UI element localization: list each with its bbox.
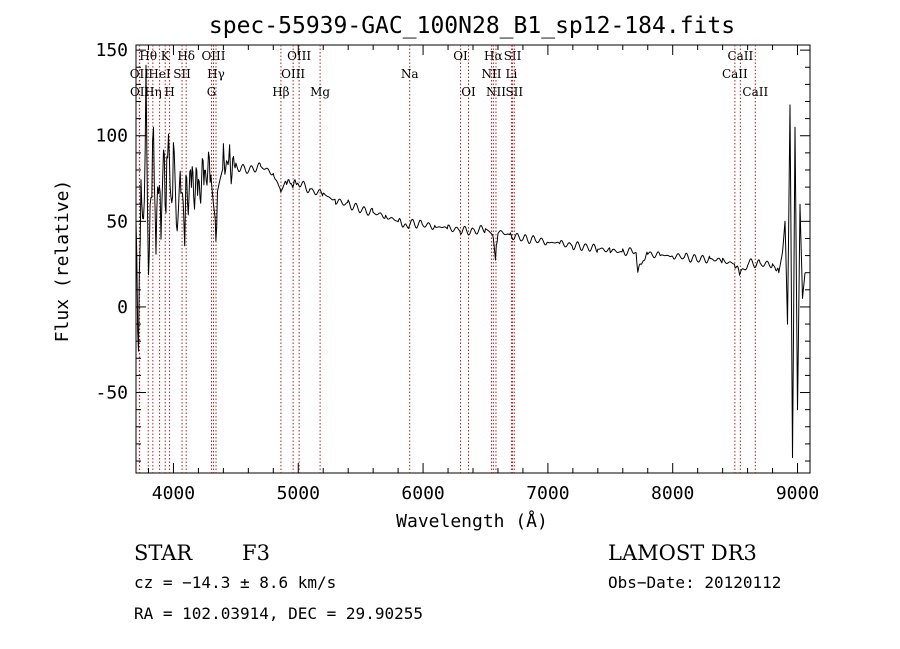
x-tick-label: 5000 (277, 483, 320, 504)
survey-name: LAMOST DR3 (608, 541, 757, 565)
spectral-line-label: Li (506, 67, 518, 81)
y-axis-label: Flux (relative) (52, 180, 73, 343)
spectral-line-label: NII (486, 85, 506, 99)
spectral-line-label: OIII (287, 49, 311, 63)
spectral-line-label: OIII (201, 49, 225, 63)
spectral-line-label: SII (173, 67, 191, 81)
spectral-line-label: OII (130, 85, 150, 99)
spectral-line-label: K (161, 49, 171, 63)
y-tick-label: 100 (95, 126, 128, 147)
spectral-line-label: Hδ (177, 49, 195, 63)
x-tick-label: 4000 (152, 483, 195, 504)
spectral-line-label: SII (504, 49, 522, 63)
spectral-line-label: G (207, 85, 217, 99)
y-tick-label: 0 (117, 297, 128, 318)
x-tick-label: 8000 (651, 483, 694, 504)
spectral-line-label: OI (453, 49, 468, 63)
x-tick-label: 6000 (401, 483, 444, 504)
spectral-line-label: CaII (742, 85, 768, 99)
x-tick-label: 9000 (776, 483, 819, 504)
object-subclass: F3 (242, 541, 270, 565)
redshift-value: cz = −14.3 ± 8.6 km/s (134, 573, 336, 592)
spectral-line-label: Hη (144, 85, 162, 99)
spectral-line-label: OIII (281, 67, 305, 81)
spectral-line-label: SII (505, 85, 523, 99)
spectral-line-label: Hα (484, 49, 503, 63)
x-axis-label: Wavelength (Å) (396, 510, 548, 532)
axes: 4000 5000 6000 7000 8000 9000 -50 0 50 100 150 (95, 40, 819, 504)
spectral-line-label: H (164, 85, 174, 99)
x-tick-label: 7000 (526, 483, 569, 504)
object-class: STAR (134, 541, 193, 565)
observation-date: Obs−Date: 20120112 (608, 573, 781, 592)
spectral-line-label: CaII (727, 49, 753, 63)
spectral-line-label: CaII (722, 67, 748, 81)
coordinates: RA = 102.03914, DEC = 29.90255 (134, 604, 423, 623)
spectral-line-label: Na (401, 67, 419, 81)
spectral-line-label: Hγ (207, 67, 225, 81)
chart-title: spec-55939-GAC_100N28_B1_sp12-184.fits (209, 13, 735, 39)
spectral-line-label: Hβ (272, 85, 289, 99)
y-tick-label: -50 (95, 383, 128, 404)
spectral-line-label: Mg (310, 85, 330, 99)
spectral-line-label: OI (461, 85, 476, 99)
spectral-line-label: NII (481, 67, 501, 81)
spectral-line-label: Hθ (139, 49, 157, 63)
flux-line (135, 64, 806, 459)
y-tick-label: 150 (95, 40, 128, 61)
y-tick-label: 50 (106, 211, 128, 232)
spectral-line-label: HeI (148, 67, 171, 81)
spectrum-series (135, 64, 806, 459)
